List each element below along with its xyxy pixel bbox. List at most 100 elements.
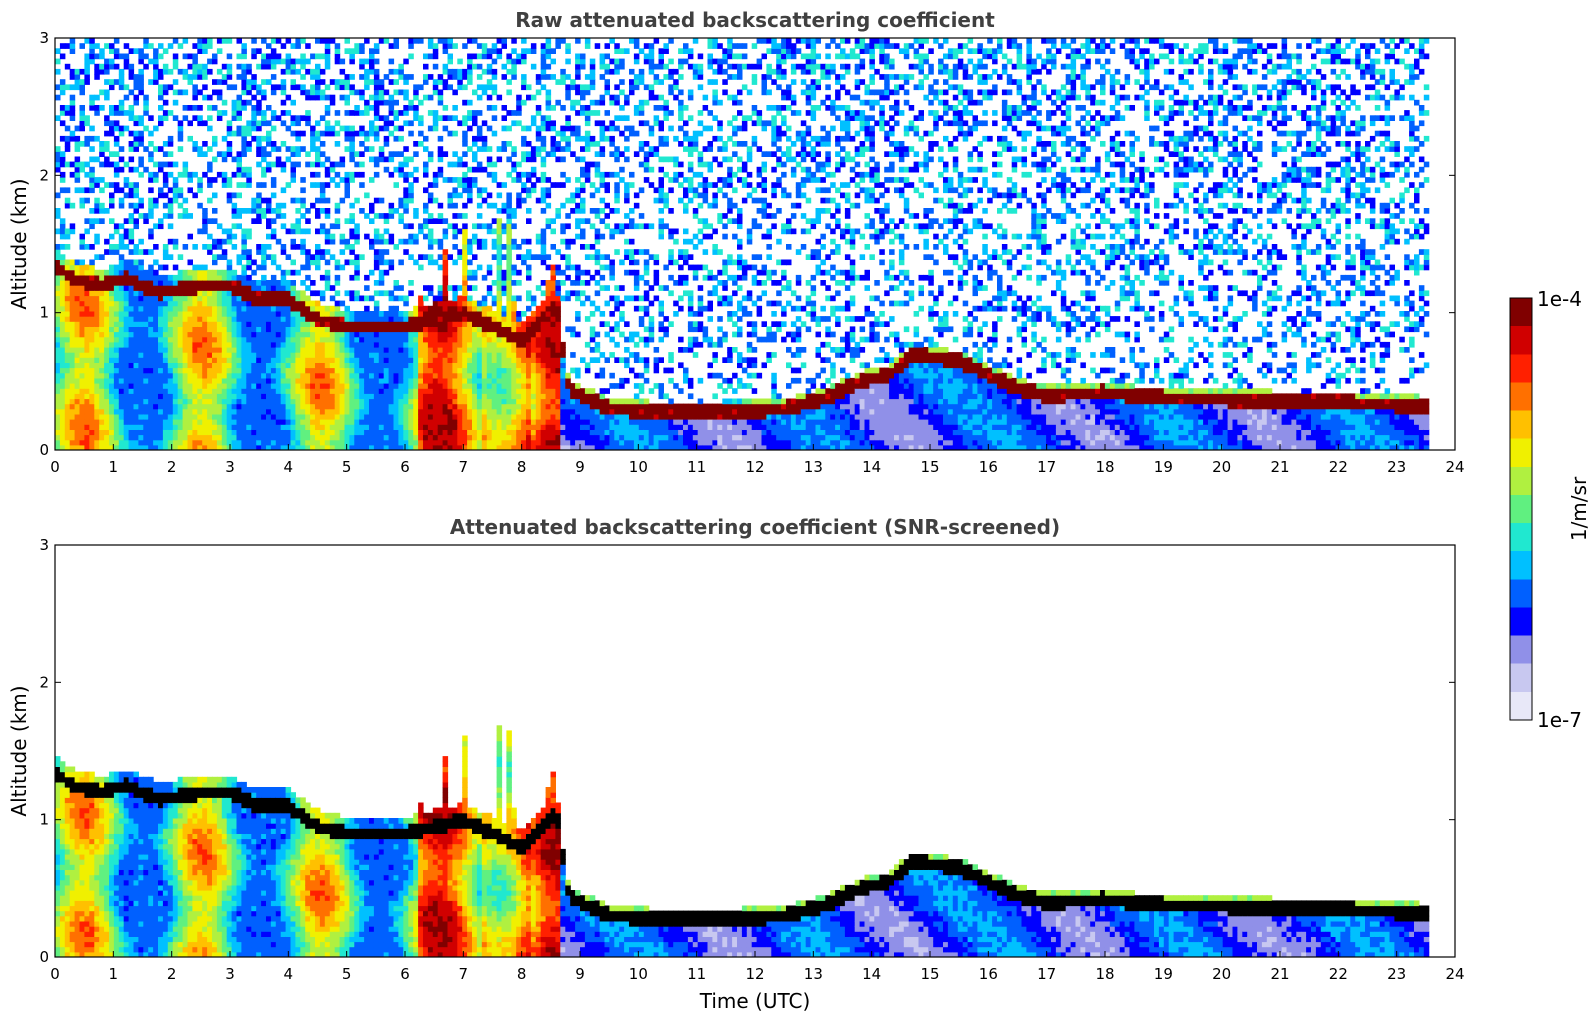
heatmap-cell (379, 198, 385, 204)
heatmap-cell (75, 162, 81, 168)
heatmap-cell (192, 404, 198, 410)
heatmap-cell (75, 141, 81, 147)
heatmap-cell (217, 244, 223, 250)
heatmap-cell (325, 105, 331, 111)
heatmap-cell (291, 100, 297, 106)
heatmap-cell (261, 275, 267, 281)
heatmap-cell (192, 326, 198, 332)
heatmap-cell (99, 218, 105, 224)
heatmap-cell (349, 234, 355, 240)
heatmap-cell (467, 275, 473, 281)
heatmap-cell (330, 316, 336, 322)
heatmap-cell (168, 337, 174, 343)
heatmap-cell (384, 213, 390, 219)
heatmap-cell (320, 414, 326, 420)
heatmap-cell (119, 157, 125, 163)
heatmap-cell (80, 368, 86, 374)
heatmap-cell (472, 306, 478, 312)
heatmap-cell (472, 120, 478, 126)
heatmap-cell (325, 54, 331, 60)
heatmap-cell (212, 332, 218, 338)
heatmap-cell (325, 38, 331, 44)
heatmap-cell (374, 311, 380, 317)
heatmap-cell (256, 64, 262, 70)
heatmap-cell (188, 64, 194, 70)
heatmap-cell (335, 110, 341, 116)
heatmap-cell (251, 409, 256, 415)
heatmap-cell (433, 316, 439, 322)
heatmap-cell (222, 362, 228, 368)
heatmap-cell (256, 296, 262, 302)
heatmap-cell (138, 378, 144, 384)
heatmap-cell (60, 301, 66, 307)
heatmap-cell (94, 110, 100, 116)
heatmap-cell (364, 296, 370, 302)
heatmap-cell (374, 424, 380, 430)
heatmap-cell (364, 347, 370, 353)
heatmap-cell (374, 84, 380, 90)
heatmap-cell (413, 105, 419, 111)
heatmap-cell (212, 409, 218, 415)
heatmap-cell (511, 440, 517, 446)
heatmap-cell (217, 419, 223, 425)
heatmap-cell (119, 285, 125, 291)
heatmap-cell (281, 187, 287, 193)
heatmap-cell (349, 409, 355, 415)
heatmap-cell (389, 110, 395, 116)
heatmap-cell (197, 182, 203, 188)
heatmap-cell (241, 383, 247, 389)
heatmap-cell (134, 95, 140, 101)
heatmap-cell (521, 347, 527, 353)
heatmap-cell (143, 167, 149, 173)
heatmap-cell (325, 285, 331, 291)
heatmap-cell (207, 105, 213, 111)
heatmap-cell (286, 332, 292, 338)
heatmap-cell (241, 265, 247, 271)
heatmap-cell (408, 120, 414, 126)
heatmap-cell (300, 203, 306, 209)
heatmap-cell (99, 162, 105, 168)
heatmap-cell (482, 373, 488, 379)
heatmap-cell (359, 254, 365, 260)
heatmap-cell (124, 414, 130, 420)
heatmap-cell (364, 409, 370, 415)
heatmap-cell (124, 326, 130, 332)
heatmap-cell (452, 311, 458, 317)
heatmap-cell (364, 146, 370, 152)
heatmap-cell (492, 404, 498, 410)
heatmap-cell (286, 342, 292, 348)
heatmap-cell (364, 435, 370, 441)
heatmap-cell (119, 254, 125, 260)
heatmap-cell (349, 352, 355, 358)
heatmap-cell (109, 203, 115, 209)
heatmap-cell (178, 43, 184, 49)
heatmap-cell (134, 74, 140, 80)
heatmap-cell (335, 203, 341, 209)
heatmap-cell (423, 393, 429, 399)
heatmap-cell (60, 373, 66, 379)
heatmap-cell (271, 229, 277, 235)
heatmap-cell (266, 368, 272, 374)
heatmap-cell (433, 311, 439, 317)
heatmap-cell (291, 404, 297, 410)
heatmap-cell (202, 280, 208, 286)
heatmap-cell (403, 388, 409, 394)
heatmap-cell (256, 404, 262, 410)
heatmap-cell (443, 342, 449, 348)
heatmap-cell (300, 342, 306, 348)
heatmap-cell (70, 38, 76, 44)
heatmap-cell (492, 440, 498, 446)
heatmap-cell (482, 120, 488, 126)
heatmap-cell (516, 280, 522, 286)
heatmap-cell (212, 301, 218, 307)
heatmap-cell (158, 440, 164, 446)
heatmap-cell (148, 435, 154, 441)
heatmap-cell (315, 290, 321, 296)
heatmap-cell (217, 429, 223, 435)
heatmap-cell (315, 208, 321, 214)
heatmap-cell (502, 404, 508, 410)
heatmap-cell (251, 373, 256, 379)
heatmap-cell (232, 435, 238, 441)
heatmap-cell (99, 321, 105, 327)
heatmap-cell (222, 373, 228, 379)
